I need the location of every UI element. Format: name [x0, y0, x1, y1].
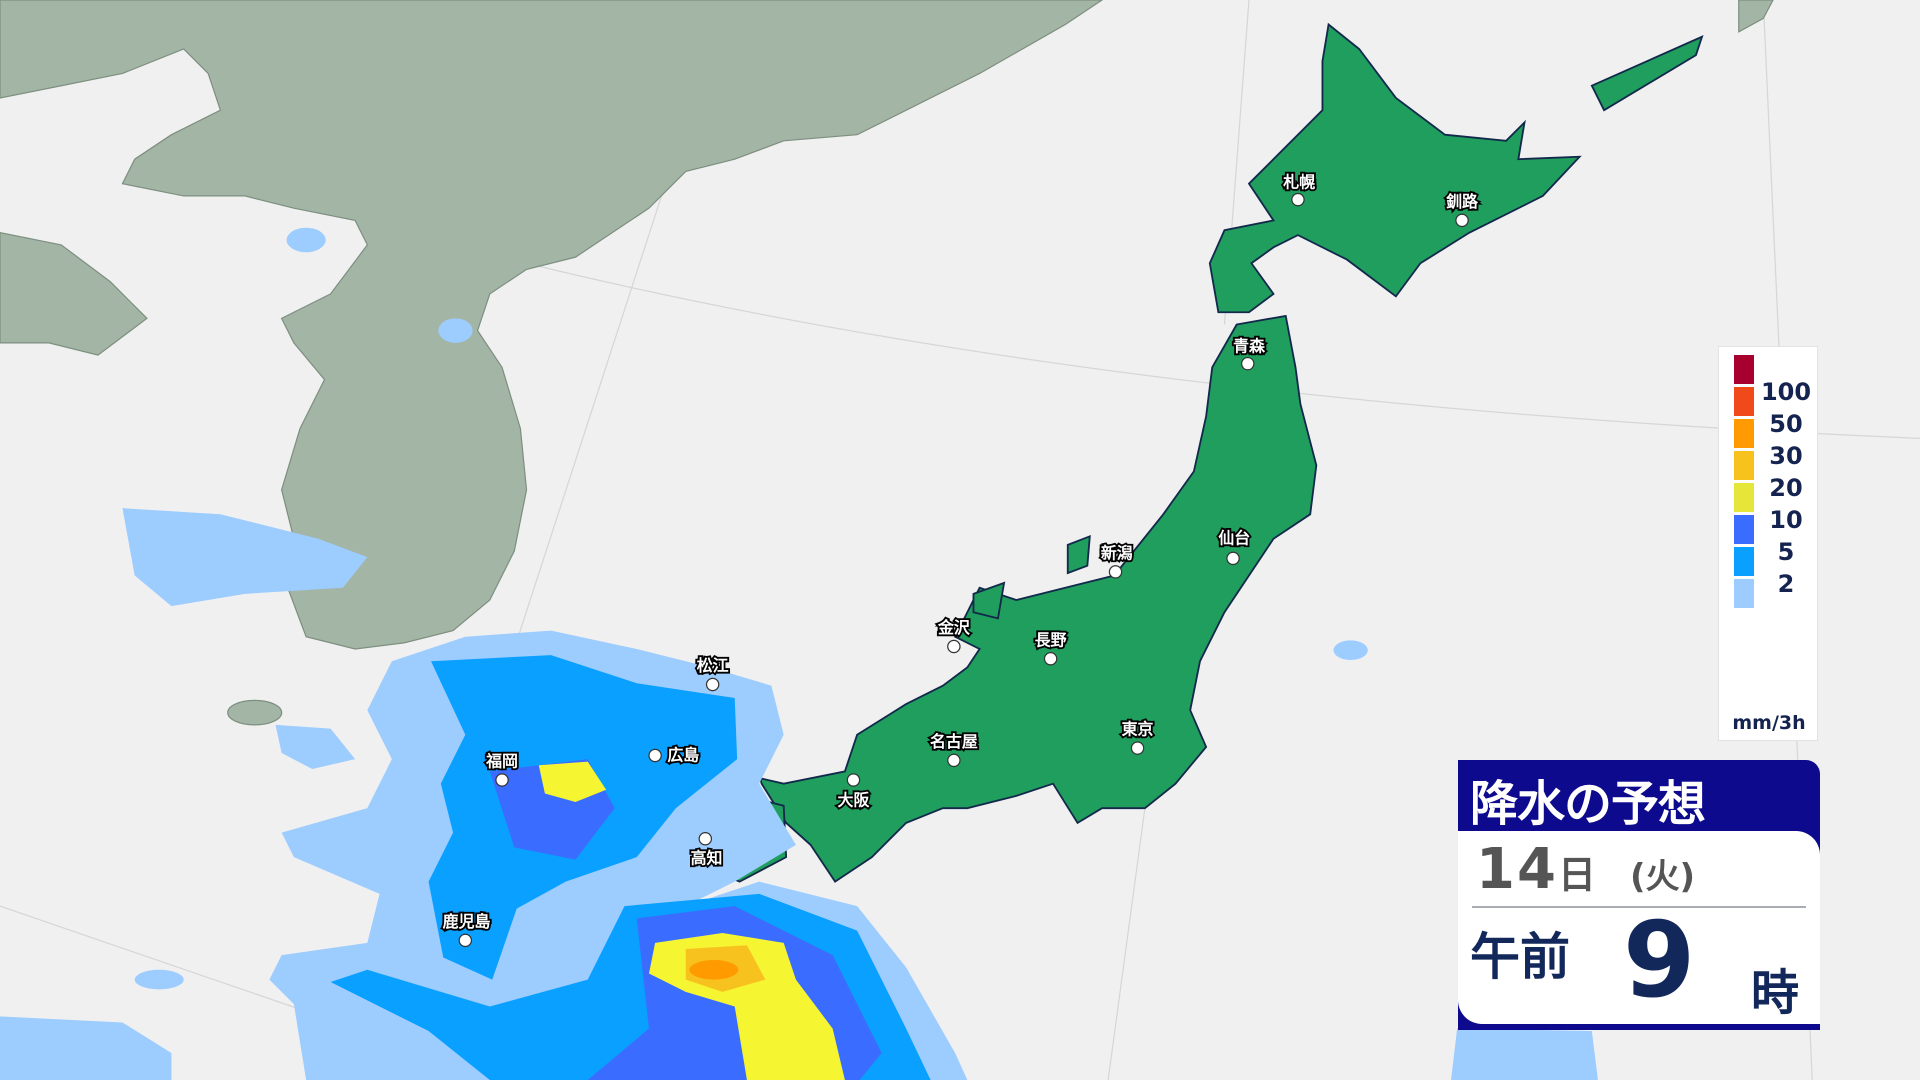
legend-swatch: [1734, 483, 1754, 512]
svg-text:鹿児島: 鹿児島: [443, 912, 491, 931]
city-osaka: 大阪: [836, 773, 871, 812]
city-hiroshima: 広島: [648, 744, 701, 766]
ampm: 午前: [1470, 928, 1570, 986]
legend-label: 20: [1769, 474, 1803, 502]
city-markers: 札幌 釧路 青森 仙台 新潟 金沢 長野 東京 名古屋 大阪 松江 広島 福岡 …: [441, 171, 1481, 948]
city-sapporo: 札幌: [1280, 171, 1317, 207]
city-sendai: 仙台: [1217, 527, 1252, 566]
svg-text:仙台: 仙台: [1218, 529, 1250, 548]
hour: 9: [1623, 899, 1696, 1021]
city-tokyo: 東京: [1120, 718, 1155, 755]
svg-text:名古屋: 名古屋: [930, 732, 978, 751]
city-nagoya: 名古屋: [928, 730, 980, 768]
svg-text:大阪: 大阪: [838, 791, 870, 810]
svg-text:福岡: 福岡: [485, 752, 518, 771]
divider: [1472, 906, 1806, 908]
weekday: (火): [1629, 857, 1696, 897]
legend-label: 5: [1777, 538, 1795, 566]
city-fukuoka: 福岡: [483, 750, 520, 787]
legend-label: 50: [1769, 410, 1803, 438]
legend-swatch: [1734, 515, 1754, 544]
svg-text:長野: 長野: [1035, 630, 1067, 649]
city-nagano: 長野: [1033, 628, 1068, 666]
forecast-title-panel: 降水の予想 14日 (火) 午前 9 時: [1458, 760, 1820, 1030]
hokkaido: [1208, 22, 1582, 314]
city-niigata: 新潟: [1099, 542, 1135, 579]
legend-label: 10: [1769, 506, 1803, 534]
svg-text:東京: 東京: [1122, 720, 1154, 739]
svg-text:新潟: 新潟: [1101, 543, 1133, 562]
legend-swatch: [1734, 355, 1754, 384]
city-matsue: 松江: [695, 654, 730, 692]
city-kushiro: 釧路: [1444, 190, 1481, 228]
day: 14: [1476, 837, 1558, 902]
legend-label: 100: [1760, 378, 1812, 406]
svg-text:札幌: 札幌: [1282, 172, 1315, 191]
svg-text:青森: 青森: [1233, 336, 1266, 355]
hour-unit: 時: [1751, 965, 1800, 1021]
city-kanazawa: 金沢: [935, 616, 973, 654]
svg-text:釧路: 釧路: [1446, 192, 1479, 211]
svg-text:高知: 高知: [691, 848, 723, 867]
legend-unit: mm/3h: [1732, 712, 1806, 734]
svg-text:金沢: 金沢: [937, 618, 971, 637]
city-aomori: 青森: [1231, 335, 1268, 371]
continent: [0, 0, 1774, 726]
city-kochi: 高知: [689, 832, 724, 869]
precipitation: [0, 227, 1598, 1080]
legend-swatch: [1734, 579, 1754, 608]
forecast-time: 14日 (火) 午前 9 時: [1458, 831, 1820, 1024]
day-unit: 日: [1557, 853, 1596, 897]
legend-swatch: [1734, 419, 1754, 448]
legend-swatch: [1734, 387, 1754, 416]
svg-text:広島: 広島: [667, 745, 699, 764]
legend-label: 30: [1769, 442, 1803, 470]
legend-swatch: [1734, 547, 1754, 576]
legend-label: 2: [1777, 570, 1795, 598]
precipitation-legend: 100 50 30 20 10 5 2 mm/3h: [1718, 346, 1818, 741]
legend-swatch: [1734, 451, 1754, 480]
panel-title: 降水の予想: [1470, 776, 1706, 832]
forecast-date: 14日 (火): [1476, 837, 1695, 902]
city-kagoshima: 鹿児島: [441, 910, 492, 948]
svg-text:松江: 松江: [697, 656, 729, 675]
